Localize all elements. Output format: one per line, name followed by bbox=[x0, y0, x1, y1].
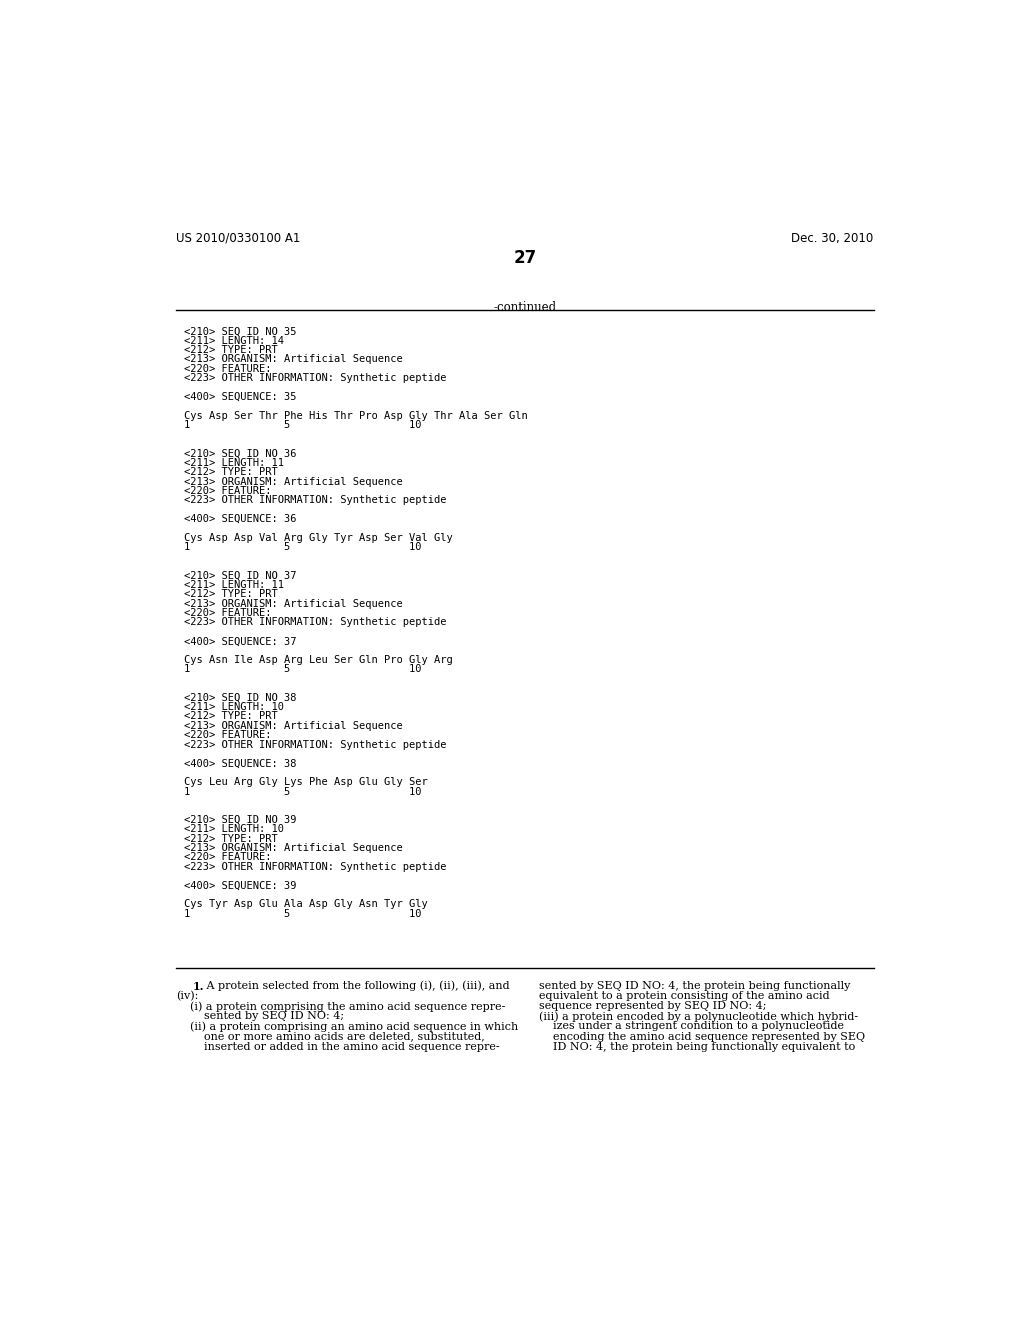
Text: <223> OTHER INFORMATION: Synthetic peptide: <223> OTHER INFORMATION: Synthetic pepti… bbox=[183, 495, 446, 506]
Text: <213> ORGANISM: Artificial Sequence: <213> ORGANISM: Artificial Sequence bbox=[183, 843, 402, 853]
Text: ID NO: 4, the protein being functionally equivalent to: ID NO: 4, the protein being functionally… bbox=[539, 1041, 855, 1052]
Text: <210> SEQ ID NO 39: <210> SEQ ID NO 39 bbox=[183, 814, 296, 825]
Text: izes under a stringent condition to a polynucleotide: izes under a stringent condition to a po… bbox=[539, 1022, 844, 1031]
Text: <212> TYPE: PRT: <212> TYPE: PRT bbox=[183, 345, 278, 355]
Text: <400> SEQUENCE: 36: <400> SEQUENCE: 36 bbox=[183, 515, 296, 524]
Text: Cys Asp Asp Val Arg Gly Tyr Asp Ser Val Gly: Cys Asp Asp Val Arg Gly Tyr Asp Ser Val … bbox=[183, 533, 453, 543]
Text: <400> SEQUENCE: 35: <400> SEQUENCE: 35 bbox=[183, 392, 296, 403]
Text: <212> TYPE: PRT: <212> TYPE: PRT bbox=[183, 589, 278, 599]
Text: <223> OTHER INFORMATION: Synthetic peptide: <223> OTHER INFORMATION: Synthetic pepti… bbox=[183, 862, 446, 871]
Text: <211> LENGTH: 10: <211> LENGTH: 10 bbox=[183, 824, 284, 834]
Text: <213> ORGANISM: Artificial Sequence: <213> ORGANISM: Artificial Sequence bbox=[183, 477, 402, 487]
Text: sented by SEQ ID NO: 4, the protein being functionally: sented by SEQ ID NO: 4, the protein bein… bbox=[539, 981, 850, 991]
Text: one or more amino acids are deleted, substituted,: one or more amino acids are deleted, sub… bbox=[176, 1032, 484, 1041]
Text: Dec. 30, 2010: Dec. 30, 2010 bbox=[792, 231, 873, 244]
Text: Cys Asn Ile Asp Arg Leu Ser Gln Pro Gly Arg: Cys Asn Ile Asp Arg Leu Ser Gln Pro Gly … bbox=[183, 655, 453, 665]
Text: <220> FEATURE:: <220> FEATURE: bbox=[183, 364, 271, 374]
Text: Cys Tyr Asp Glu Ala Asp Gly Asn Tyr Gly: Cys Tyr Asp Glu Ala Asp Gly Asn Tyr Gly bbox=[183, 899, 428, 909]
Text: US 2010/0330100 A1: US 2010/0330100 A1 bbox=[176, 231, 300, 244]
Text: <211> LENGTH: 11: <211> LENGTH: 11 bbox=[183, 458, 284, 467]
Text: <212> TYPE: PRT: <212> TYPE: PRT bbox=[183, 467, 278, 477]
Text: <210> SEQ ID NO 38: <210> SEQ ID NO 38 bbox=[183, 693, 296, 702]
Text: (iv):: (iv): bbox=[176, 991, 199, 1002]
Text: <210> SEQ ID NO 36: <210> SEQ ID NO 36 bbox=[183, 449, 296, 458]
Text: Cys Asp Ser Thr Phe His Thr Pro Asp Gly Thr Ala Ser Gln: Cys Asp Ser Thr Phe His Thr Pro Asp Gly … bbox=[183, 411, 527, 421]
Text: <223> OTHER INFORMATION: Synthetic peptide: <223> OTHER INFORMATION: Synthetic pepti… bbox=[183, 374, 446, 383]
Text: A protein selected from the following (i), (ii), (iii), and: A protein selected from the following (i… bbox=[203, 981, 510, 991]
Text: 1               5                   10: 1 5 10 bbox=[183, 908, 421, 919]
Text: <211> LENGTH: 10: <211> LENGTH: 10 bbox=[183, 702, 284, 711]
Text: (i) a protein comprising the amino acid sequence repre-: (i) a protein comprising the amino acid … bbox=[176, 1001, 506, 1011]
Text: <223> OTHER INFORMATION: Synthetic peptide: <223> OTHER INFORMATION: Synthetic pepti… bbox=[183, 739, 446, 750]
Text: <210> SEQ ID NO 35: <210> SEQ ID NO 35 bbox=[183, 326, 296, 337]
Text: <213> ORGANISM: Artificial Sequence: <213> ORGANISM: Artificial Sequence bbox=[183, 355, 402, 364]
Text: <210> SEQ ID NO 37: <210> SEQ ID NO 37 bbox=[183, 570, 296, 581]
Text: <400> SEQUENCE: 38: <400> SEQUENCE: 38 bbox=[183, 759, 296, 768]
Text: 1               5                   10: 1 5 10 bbox=[183, 664, 421, 675]
Text: <212> TYPE: PRT: <212> TYPE: PRT bbox=[183, 711, 278, 722]
Text: 1.: 1. bbox=[194, 981, 205, 991]
Text: sequence represented by SEQ ID NO: 4;: sequence represented by SEQ ID NO: 4; bbox=[539, 1001, 766, 1011]
Text: <220> FEATURE:: <220> FEATURE: bbox=[183, 609, 271, 618]
Text: (iii) a protein encoded by a polynucleotide which hybrid-: (iii) a protein encoded by a polynucleot… bbox=[539, 1011, 858, 1022]
Text: <400> SEQUENCE: 39: <400> SEQUENCE: 39 bbox=[183, 880, 296, 891]
Text: <211> LENGTH: 11: <211> LENGTH: 11 bbox=[183, 579, 284, 590]
Text: <223> OTHER INFORMATION: Synthetic peptide: <223> OTHER INFORMATION: Synthetic pepti… bbox=[183, 618, 446, 627]
Text: <211> LENGTH: 14: <211> LENGTH: 14 bbox=[183, 335, 284, 346]
Text: sented by SEQ ID NO: 4;: sented by SEQ ID NO: 4; bbox=[176, 1011, 344, 1022]
Text: <213> ORGANISM: Artificial Sequence: <213> ORGANISM: Artificial Sequence bbox=[183, 721, 402, 731]
Text: (ii) a protein comprising an amino acid sequence in which: (ii) a protein comprising an amino acid … bbox=[176, 1022, 518, 1032]
Text: <212> TYPE: PRT: <212> TYPE: PRT bbox=[183, 833, 278, 843]
Text: encoding the amino acid sequence represented by SEQ: encoding the amino acid sequence represe… bbox=[539, 1032, 865, 1041]
Text: <400> SEQUENCE: 37: <400> SEQUENCE: 37 bbox=[183, 636, 296, 647]
Text: <220> FEATURE:: <220> FEATURE: bbox=[183, 486, 271, 496]
Text: inserted or added in the amino acid sequence repre-: inserted or added in the amino acid sequ… bbox=[176, 1041, 500, 1052]
Text: -continued: -continued bbox=[494, 301, 556, 314]
Text: Cys Leu Arg Gly Lys Phe Asp Glu Gly Ser: Cys Leu Arg Gly Lys Phe Asp Glu Gly Ser bbox=[183, 777, 428, 787]
Text: <220> FEATURE:: <220> FEATURE: bbox=[183, 730, 271, 741]
Text: 1               5                   10: 1 5 10 bbox=[183, 420, 421, 430]
Text: 1               5                   10: 1 5 10 bbox=[183, 787, 421, 796]
Text: equivalent to a protein consisting of the amino acid: equivalent to a protein consisting of th… bbox=[539, 991, 829, 1001]
Text: 27: 27 bbox=[513, 249, 537, 267]
Text: 1               5                   10: 1 5 10 bbox=[183, 543, 421, 552]
Text: <220> FEATURE:: <220> FEATURE: bbox=[183, 853, 271, 862]
Text: <213> ORGANISM: Artificial Sequence: <213> ORGANISM: Artificial Sequence bbox=[183, 599, 402, 609]
